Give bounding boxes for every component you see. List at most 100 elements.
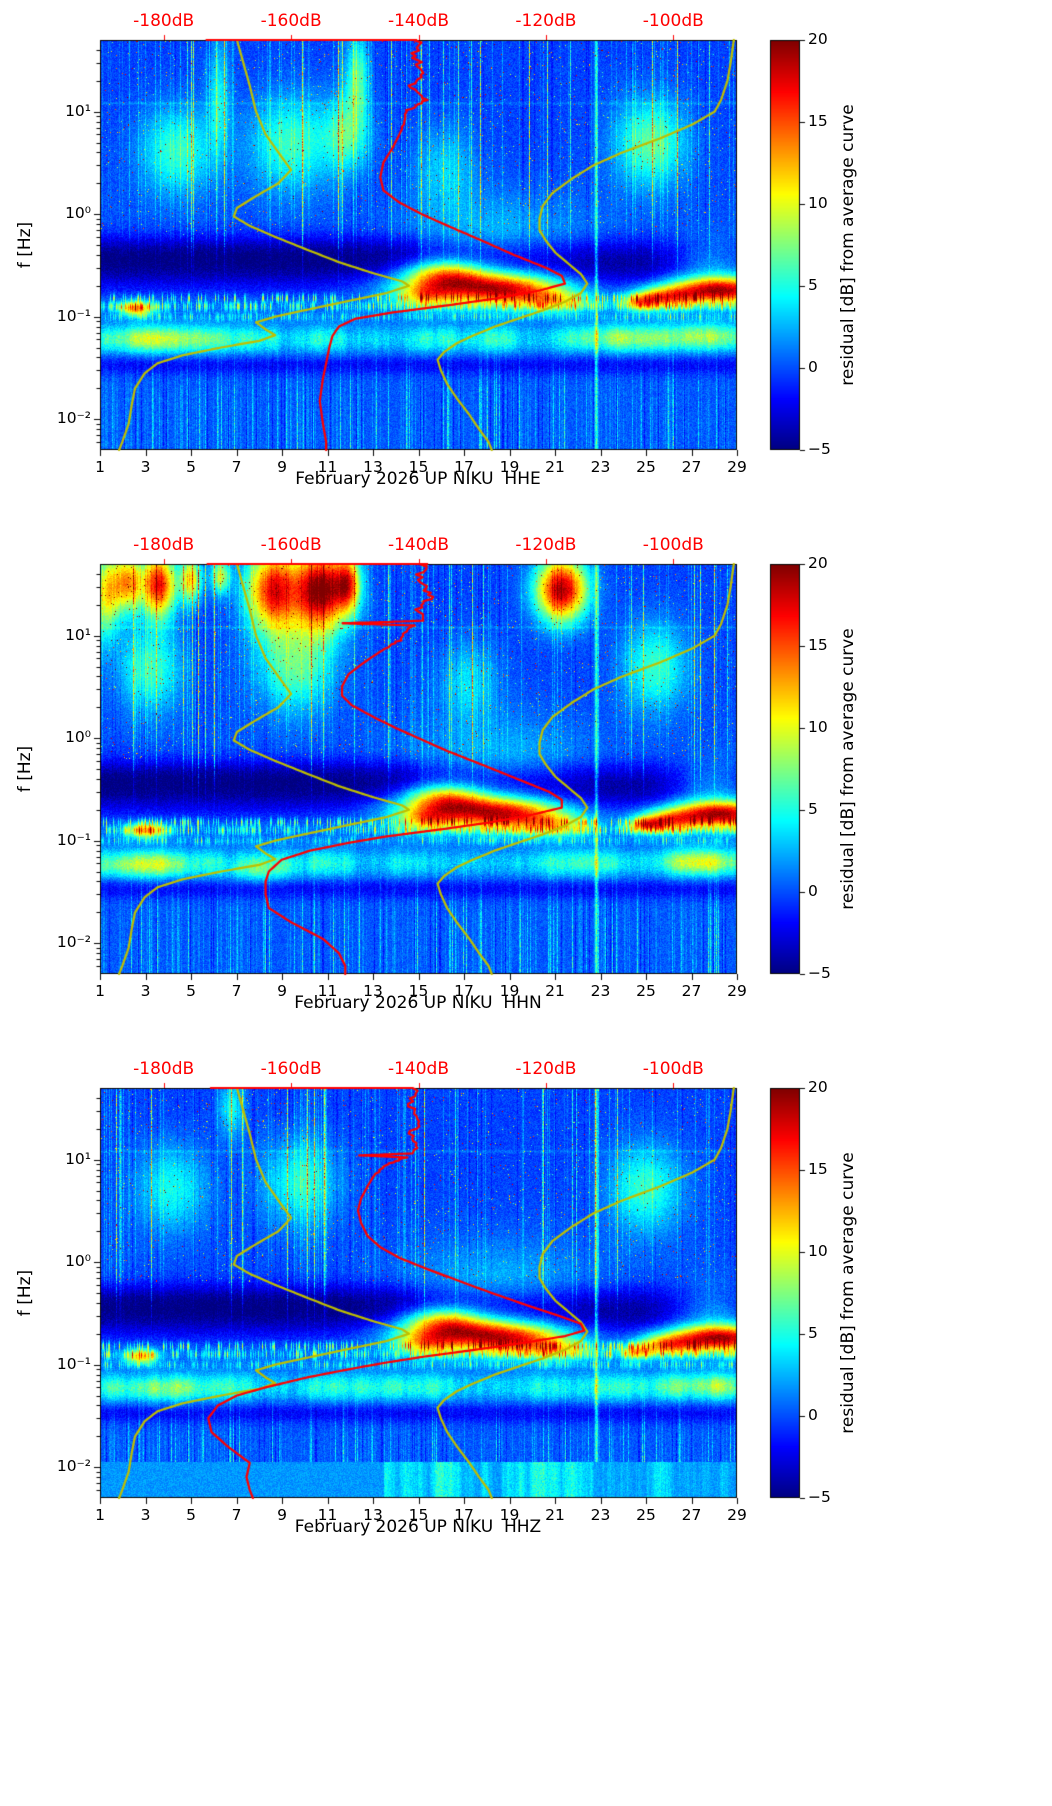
x-axis-tick-label: 21 — [545, 1506, 565, 1524]
colorbar-label: residual [dB] from average curve — [838, 1152, 859, 1434]
colorbar-label: residual [dB] from average curve — [838, 104, 859, 386]
x-axis-tick-label: 13 — [363, 982, 383, 1000]
db-axis-tick-label: -100dB — [642, 11, 704, 31]
y-axis-tick-label: 10⁻² — [56, 933, 91, 952]
x-axis-tick-label: 5 — [186, 982, 196, 1000]
y-axis-tick-label: 10⁻² — [56, 409, 91, 428]
y-axis-tick-label: 10¹ — [65, 625, 91, 644]
colorbar-tick-label: −5 — [808, 964, 831, 983]
x-axis-tick-label: 7 — [231, 458, 242, 476]
spectrogram-canvas-hhn — [0, 524, 1052, 1048]
x-axis-title-hhz: February 2026 UP NIKU HHZ — [294, 1517, 542, 1537]
spectrogram-canvas-hhe — [0, 0, 1052, 524]
x-axis-tick-label: 17 — [454, 458, 474, 476]
x-axis-tick-label: 23 — [590, 1506, 611, 1524]
x-axis-tick-label: 1 — [95, 1506, 105, 1524]
colorbar-tick-label: 20 — [808, 554, 828, 573]
x-axis-tick-label: 21 — [545, 982, 565, 1000]
colorbar-tick-label: 5 — [808, 276, 818, 295]
spectrogram-panel-hhn: f [Hz] February 2026 UP NIKU HHN residua… — [0, 524, 1052, 1048]
y-axis-tick-label: 10⁻¹ — [56, 306, 91, 325]
colorbar-tick-label: 20 — [808, 30, 828, 49]
db-axis-tick-label: -120dB — [515, 1059, 577, 1079]
colorbar-tick-label: 10 — [808, 1242, 828, 1261]
x-axis-tick-label: 3 — [140, 458, 151, 476]
colorbar-tick-label: 10 — [808, 194, 828, 213]
x-axis-tick-label: 25 — [636, 1506, 656, 1524]
x-axis-tick-label: 23 — [590, 458, 611, 476]
x-axis-tick-label: 23 — [590, 982, 611, 1000]
x-axis-tick-label: 17 — [454, 982, 474, 1000]
colorbar-tick-label: 5 — [808, 1324, 818, 1343]
x-axis-tick-label: 15 — [408, 1506, 429, 1524]
colorbar-tick-label: 15 — [808, 636, 828, 655]
x-axis-tick-label: 7 — [231, 982, 242, 1000]
db-axis-tick-label: -180dB — [133, 1059, 195, 1079]
x-axis-tick-label: 19 — [499, 1506, 520, 1524]
y-axis-tick-label: 10⁻² — [56, 1457, 91, 1476]
y-axis-tick-label: 10¹ — [65, 1149, 91, 1168]
x-axis-tick-label: 11 — [317, 458, 338, 476]
x-axis-tick-label: 15 — [408, 458, 429, 476]
y-axis-label: f [Hz] — [15, 745, 36, 793]
db-axis-tick-label: -120dB — [515, 11, 577, 31]
x-axis-tick-label: 13 — [363, 458, 383, 476]
x-axis-tick-label: 5 — [186, 458, 196, 476]
x-axis-tick-label: 1 — [95, 982, 105, 1000]
db-axis-tick-label: -140dB — [387, 535, 450, 555]
y-axis-tick-label: 10¹ — [65, 101, 91, 120]
x-axis-tick-label: 19 — [499, 458, 520, 476]
colorbar-label: residual [dB] from average curve — [838, 628, 859, 910]
x-axis-tick-label: 9 — [277, 982, 287, 1000]
x-axis-tick-label: 25 — [636, 982, 656, 1000]
db-axis-tick-label: -160dB — [260, 535, 322, 555]
x-axis-tick-label: 21 — [545, 458, 565, 476]
x-axis-tick-label: 17 — [454, 1506, 474, 1524]
x-axis-tick-label: 7 — [231, 1506, 242, 1524]
colorbar-tick-label: 0 — [808, 882, 818, 901]
db-axis-tick-label: -120dB — [515, 535, 577, 555]
y-axis-tick-label: 10⁰ — [65, 1252, 91, 1271]
x-axis-tick-label: 9 — [277, 1506, 287, 1524]
db-axis-tick-label: -180dB — [133, 535, 195, 555]
colorbar-tick-label: 10 — [808, 718, 828, 737]
spectrogram-panel-hhz: f [Hz] February 2026 UP NIKU HHZ residua… — [0, 1048, 1052, 1572]
x-axis-title-hhe: February 2026 UP NIKU HHE — [295, 469, 541, 489]
colorbar-tick-label: 0 — [808, 1406, 818, 1425]
x-axis-title-hhn: February 2026 UP NIKU HHN — [294, 993, 542, 1013]
x-axis-tick-label: 29 — [727, 982, 747, 1000]
x-axis-tick-label: 27 — [681, 982, 702, 1000]
x-axis-tick-label: 5 — [186, 1506, 196, 1524]
x-axis-tick-label: 11 — [317, 1506, 338, 1524]
colorbar-tick-label: 5 — [808, 800, 818, 819]
x-axis-tick-label: 27 — [681, 1506, 702, 1524]
colorbar-tick-label: 0 — [808, 358, 818, 377]
x-axis-tick-label: 3 — [140, 982, 151, 1000]
db-axis-tick-label: -180dB — [133, 11, 195, 31]
db-axis-tick-label: -160dB — [260, 1059, 322, 1079]
x-axis-tick-label: 15 — [408, 982, 429, 1000]
colorbar-tick-label: −5 — [808, 1488, 831, 1507]
x-axis-tick-label: 11 — [317, 982, 338, 1000]
colorbar-tick-label: 20 — [808, 1078, 828, 1097]
x-axis-tick-label: 25 — [636, 458, 656, 476]
x-axis-tick-label: 19 — [499, 982, 520, 1000]
x-axis-tick-label: 29 — [727, 1506, 747, 1524]
db-axis-tick-label: -140dB — [387, 11, 450, 31]
y-axis-label: f [Hz] — [15, 221, 36, 269]
db-axis-tick-label: -100dB — [642, 1059, 704, 1079]
y-axis-tick-label: 10⁰ — [65, 204, 91, 223]
colorbar-tick-label: 15 — [808, 112, 828, 131]
x-axis-tick-label: 3 — [140, 1506, 151, 1524]
y-axis-label: f [Hz] — [15, 1269, 36, 1317]
x-axis-tick-label: 9 — [277, 458, 287, 476]
colorbar-tick-label: −5 — [808, 440, 831, 459]
db-axis-tick-label: -100dB — [642, 535, 704, 555]
x-axis-tick-label: 29 — [727, 458, 747, 476]
db-axis-tick-label: -140dB — [387, 1059, 450, 1079]
spectrogram-panel-hhe: f [Hz] February 2026 UP NIKU HHE residua… — [0, 0, 1052, 524]
x-axis-tick-label: 27 — [681, 458, 702, 476]
y-axis-tick-label: 10⁰ — [65, 728, 91, 747]
x-axis-tick-label: 13 — [363, 1506, 383, 1524]
y-axis-tick-label: 10⁻¹ — [56, 1354, 91, 1373]
